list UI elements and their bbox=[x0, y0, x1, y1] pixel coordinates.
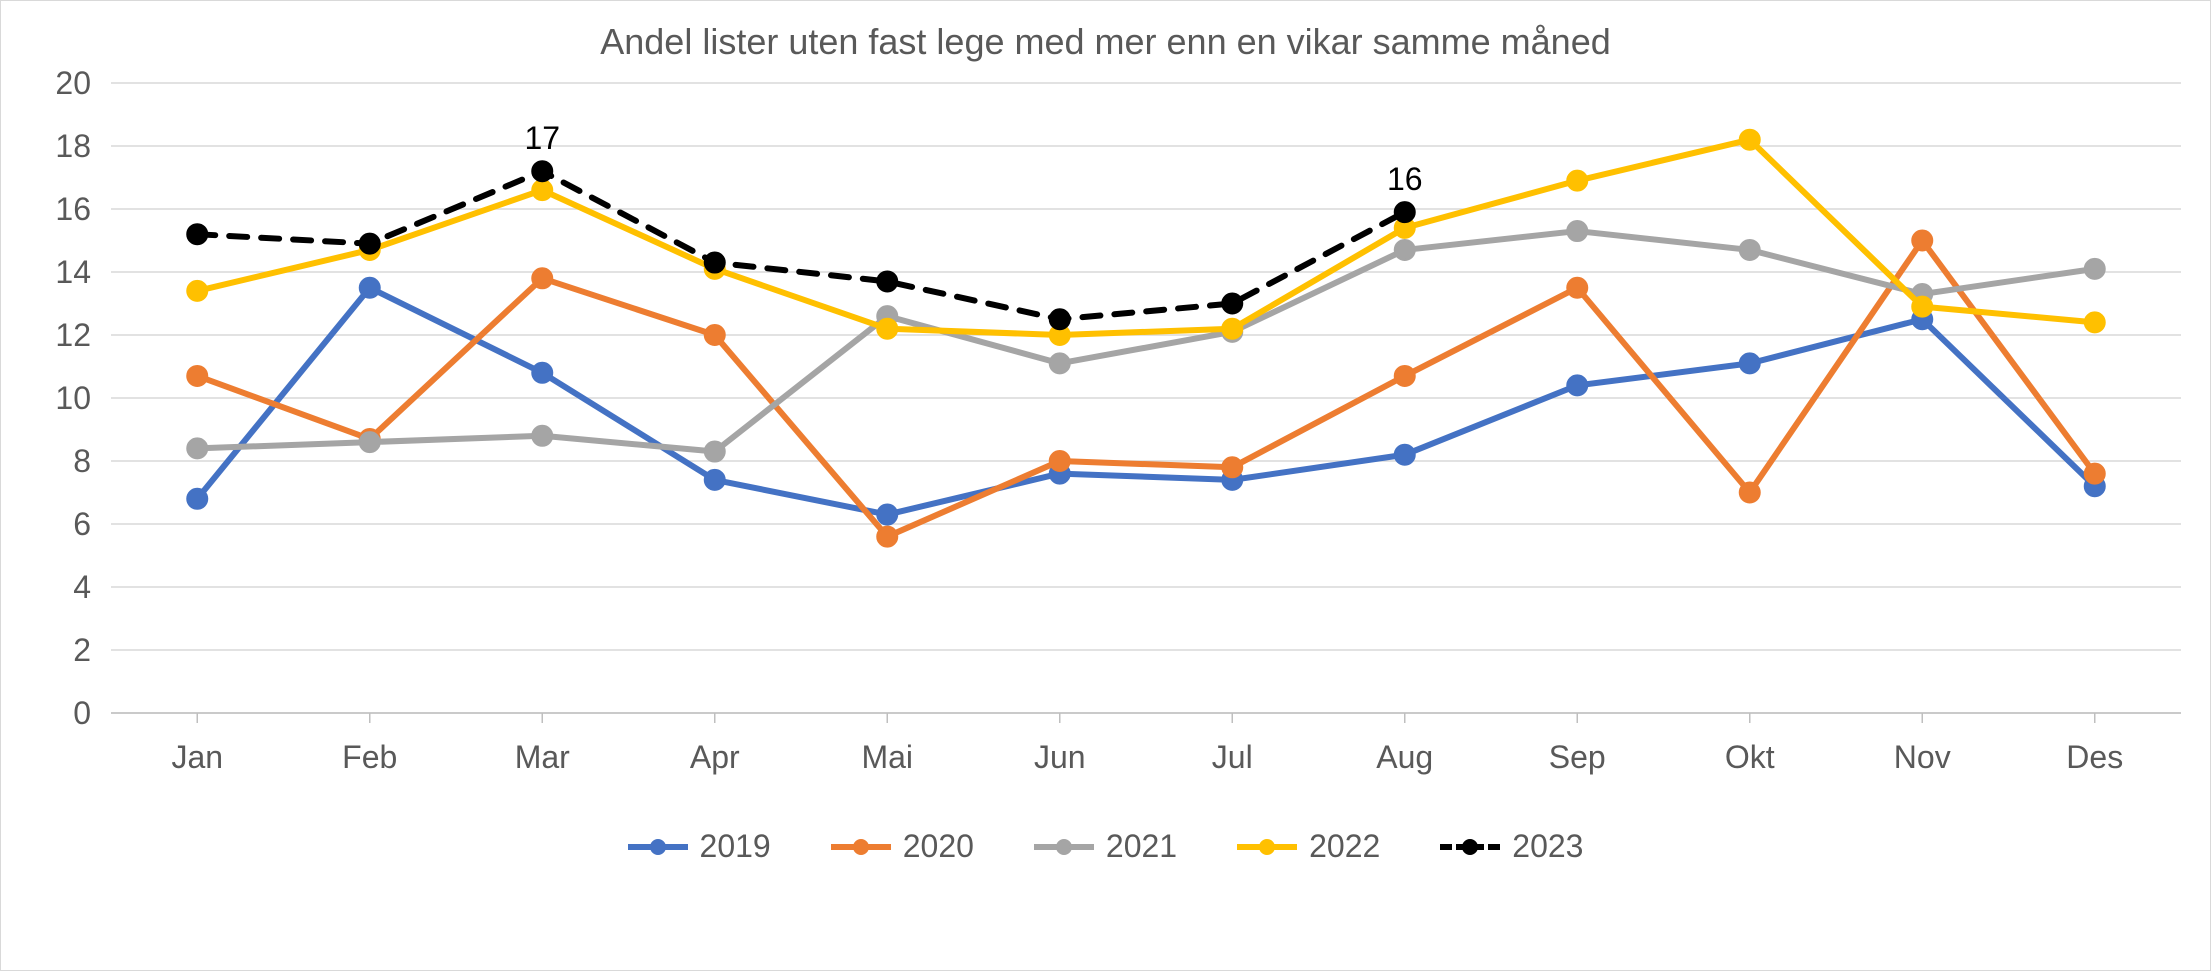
y-tick-label: 18 bbox=[55, 128, 91, 164]
series-marker-2023 bbox=[877, 271, 897, 291]
legend-label: 2021 bbox=[1106, 828, 1177, 865]
legend-item-2023: 2023 bbox=[1440, 828, 1583, 865]
series-line-2022 bbox=[197, 140, 2095, 335]
chart-legend: 2019 2020 2021 2022 2023 bbox=[11, 828, 2200, 865]
x-tick-label: Nov bbox=[1894, 739, 1951, 775]
series-marker-2021 bbox=[532, 426, 552, 446]
series-marker-2023 bbox=[532, 161, 552, 181]
series-marker-2021 bbox=[705, 442, 725, 462]
data-label: 16 bbox=[1387, 161, 1423, 197]
y-tick-label: 6 bbox=[73, 506, 91, 542]
y-tick-label: 10 bbox=[55, 380, 91, 416]
series-marker-2023 bbox=[1395, 202, 1415, 222]
y-tick-label: 20 bbox=[55, 65, 91, 101]
series-marker-2022 bbox=[532, 180, 552, 200]
x-tick-label: Mar bbox=[515, 739, 570, 775]
series-marker-2021 bbox=[1567, 221, 1587, 241]
data-label: 17 bbox=[524, 120, 560, 156]
series-marker-2019 bbox=[877, 505, 897, 525]
legend-swatch bbox=[1034, 835, 1094, 859]
legend-swatch bbox=[831, 835, 891, 859]
series-marker-2019 bbox=[705, 470, 725, 490]
series-marker-2020 bbox=[1567, 278, 1587, 298]
series-marker-2020 bbox=[2085, 464, 2105, 484]
series-marker-2022 bbox=[1567, 171, 1587, 191]
y-tick-label: 8 bbox=[73, 443, 91, 479]
series-marker-2020 bbox=[1740, 483, 1760, 503]
series-marker-2020 bbox=[187, 366, 207, 386]
legend-swatch bbox=[1440, 835, 1500, 859]
x-tick-label: Jan bbox=[171, 739, 223, 775]
series-marker-2021 bbox=[1395, 240, 1415, 260]
legend-label: 2020 bbox=[903, 828, 974, 865]
series-marker-2021 bbox=[360, 432, 380, 452]
legend-item-2021: 2021 bbox=[1034, 828, 1177, 865]
series-marker-2022 bbox=[1222, 319, 1242, 339]
y-tick-label: 16 bbox=[55, 191, 91, 227]
series-marker-2020 bbox=[1395, 366, 1415, 386]
series-marker-2021 bbox=[2085, 259, 2105, 279]
x-tick-label: Jul bbox=[1212, 739, 1253, 775]
x-tick-label: Okt bbox=[1725, 739, 1775, 775]
x-tick-label: Apr bbox=[690, 739, 740, 775]
series-marker-2022 bbox=[2085, 312, 2105, 332]
series-marker-2023 bbox=[360, 234, 380, 254]
legend-label: 2022 bbox=[1309, 828, 1380, 865]
x-tick-label: Feb bbox=[342, 739, 397, 775]
y-tick-label: 14 bbox=[55, 254, 91, 290]
series-marker-2020 bbox=[1050, 451, 1070, 471]
legend-item-2020: 2020 bbox=[831, 828, 974, 865]
legend-swatch bbox=[1237, 835, 1297, 859]
series-marker-2020 bbox=[1912, 231, 1932, 251]
series-marker-2019 bbox=[187, 489, 207, 509]
series-marker-2019 bbox=[1740, 353, 1760, 373]
series-marker-2021 bbox=[1050, 353, 1070, 373]
series-marker-2023 bbox=[705, 253, 725, 273]
series-marker-2020 bbox=[1222, 457, 1242, 477]
series-marker-2019 bbox=[360, 278, 380, 298]
series-marker-2022 bbox=[877, 319, 897, 339]
series-marker-2022 bbox=[1740, 130, 1760, 150]
series-marker-2019 bbox=[1567, 375, 1587, 395]
series-marker-2023 bbox=[187, 224, 207, 244]
series-marker-2020 bbox=[705, 325, 725, 345]
series-marker-2023 bbox=[1222, 294, 1242, 314]
series-marker-2022 bbox=[187, 281, 207, 301]
series-marker-2020 bbox=[877, 527, 897, 547]
legend-label: 2019 bbox=[700, 828, 771, 865]
legend-item-2022: 2022 bbox=[1237, 828, 1380, 865]
series-marker-2023 bbox=[1050, 309, 1070, 329]
x-tick-label: Mai bbox=[861, 739, 913, 775]
chart-plot: 0 2 4 6 8 10 12 14 16 18 20 Jan Feb Mar Apr Mai Jun Jul Au… bbox=[11, 63, 2200, 828]
legend-swatch bbox=[628, 835, 688, 859]
series-line-2020 bbox=[197, 241, 2095, 537]
y-tick-label: 4 bbox=[73, 569, 91, 605]
x-tick-label: Aug bbox=[1376, 739, 1433, 775]
series-marker-2019 bbox=[1395, 445, 1415, 465]
chart-container: Andel lister uten fast lege med mer enn … bbox=[0, 0, 2211, 971]
series-marker-2020 bbox=[532, 268, 552, 288]
series-marker-2019 bbox=[532, 363, 552, 383]
y-tick-label: 0 bbox=[73, 695, 91, 731]
x-tick-label: Sep bbox=[1549, 739, 1606, 775]
chart-title: Andel lister uten fast lege med mer enn … bbox=[11, 21, 2200, 63]
series-marker-2021 bbox=[1740, 240, 1760, 260]
series-marker-2021 bbox=[187, 438, 207, 458]
series-marker-2022 bbox=[1912, 297, 1932, 317]
x-tick-label: Des bbox=[2066, 739, 2123, 775]
x-tick-label: Jun bbox=[1034, 739, 1086, 775]
legend-item-2019: 2019 bbox=[628, 828, 771, 865]
legend-label: 2023 bbox=[1512, 828, 1583, 865]
y-tick-label: 12 bbox=[55, 317, 91, 353]
y-tick-label: 2 bbox=[73, 632, 91, 668]
